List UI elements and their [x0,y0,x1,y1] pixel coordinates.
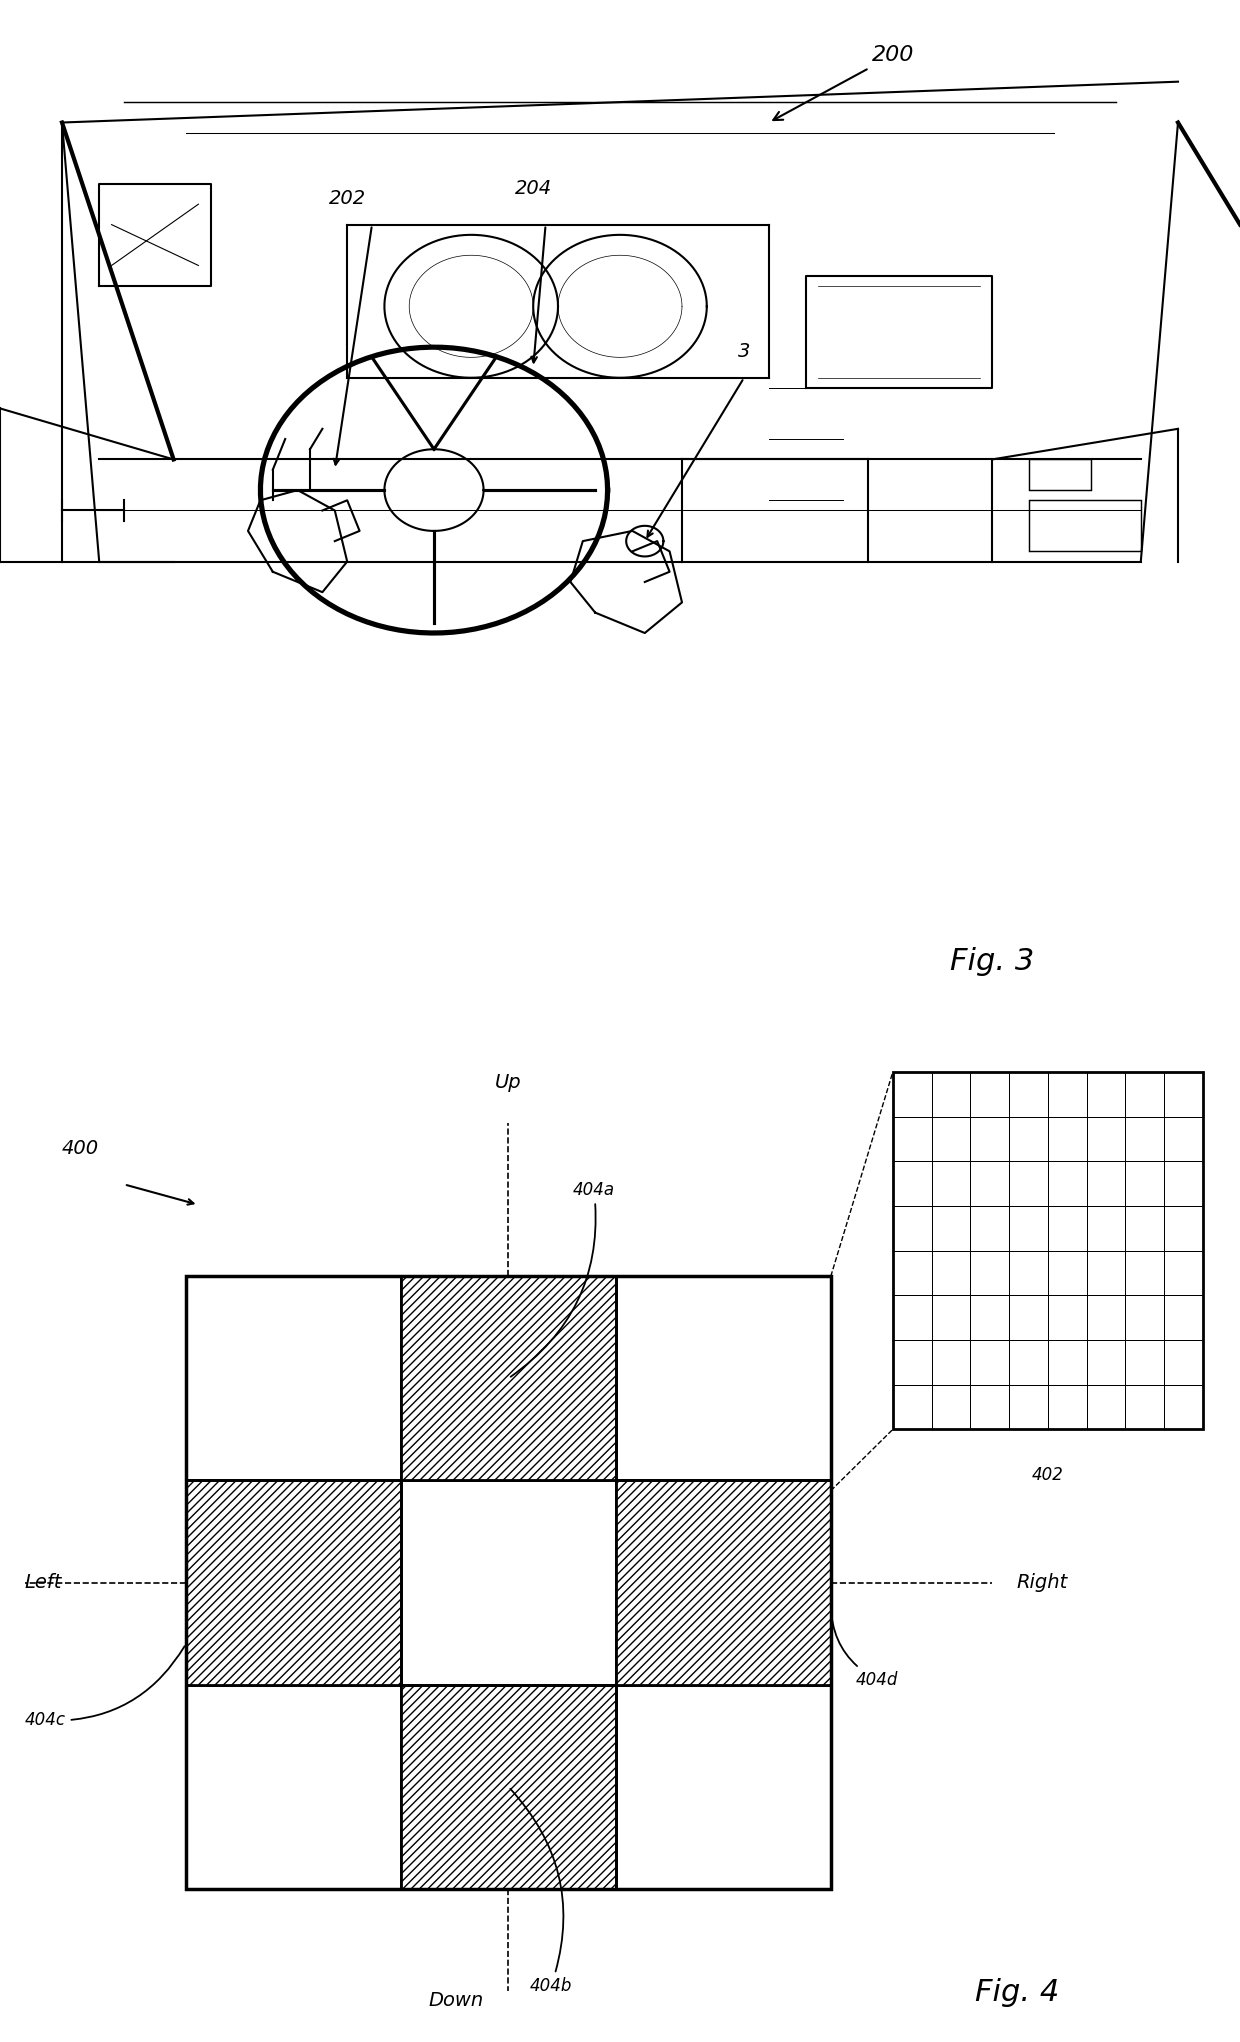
Bar [1009,1162,1048,1207]
Bar [1086,1072,1126,1117]
Bar [893,1072,1203,1429]
Bar [893,1340,931,1384]
Bar [1086,1117,1126,1162]
Bar [1009,1117,1048,1162]
Bar [1009,1072,1048,1117]
Text: Left: Left [25,1572,62,1593]
Bar [1164,1384,1203,1429]
Bar [893,1117,931,1162]
Text: 200: 200 [774,45,914,120]
Bar [1086,1384,1126,1429]
Bar [1086,1340,1126,1384]
Text: Down: Down [428,1991,484,2009]
Bar [931,1295,970,1340]
Bar [1126,1207,1164,1250]
Bar [931,1250,970,1295]
Bar [1086,1295,1126,1340]
Bar [1126,1117,1164,1162]
Bar [1164,1295,1203,1340]
Text: Fig. 4: Fig. 4 [975,1979,1059,2007]
Bar [401,1480,616,1685]
Bar [1126,1250,1164,1295]
Bar [401,1685,616,1889]
Bar [970,1295,1009,1340]
Bar [931,1162,970,1207]
Bar [1048,1250,1086,1295]
Bar [1126,1162,1164,1207]
Bar [401,1276,616,1480]
Bar [931,1117,970,1162]
Bar [970,1340,1009,1384]
Bar [1009,1340,1048,1384]
Bar [1048,1162,1086,1207]
Text: Fig. 3: Fig. 3 [950,947,1034,976]
Bar [616,1276,831,1480]
Bar [1164,1162,1203,1207]
Bar [1009,1295,1048,1340]
Bar [970,1250,1009,1295]
Bar [1126,1295,1164,1340]
Bar [1164,1250,1203,1295]
Bar [1086,1207,1126,1250]
Bar [1029,500,1141,551]
Bar [1048,1117,1086,1162]
Bar [970,1207,1009,1250]
Text: 400: 400 [62,1139,99,1158]
Bar [931,1207,970,1250]
Bar [893,1250,931,1295]
Bar [1164,1117,1203,1162]
Bar [1164,1340,1203,1384]
Text: 202: 202 [329,190,366,208]
Text: 404c: 404c [25,1646,185,1730]
Bar [1048,1072,1086,1117]
Bar [1126,1384,1164,1429]
Bar [186,1685,401,1889]
Bar [1029,459,1091,490]
Bar [931,1384,970,1429]
Bar [616,1685,831,1889]
Bar [970,1384,1009,1429]
Bar [1009,1207,1048,1250]
Text: 404d: 404d [831,1605,898,1689]
Bar [893,1384,931,1429]
Bar [893,1162,931,1207]
Text: 3: 3 [738,343,750,361]
Text: 404b: 404b [511,1789,573,1995]
Bar [186,1276,831,1889]
Text: 204: 204 [515,180,552,198]
Bar [970,1162,1009,1207]
Bar [1048,1384,1086,1429]
Text: Up: Up [495,1074,522,1092]
Bar [186,1276,401,1480]
Bar [1009,1384,1048,1429]
Bar [1126,1072,1164,1117]
Bar [970,1072,1009,1117]
Bar [1164,1207,1203,1250]
Bar [1126,1340,1164,1384]
Bar [186,1480,401,1685]
Bar [1048,1295,1086,1340]
Bar [616,1480,831,1685]
Bar [1086,1250,1126,1295]
Bar [893,1072,931,1117]
Bar [1009,1250,1048,1295]
Bar [893,1295,931,1340]
Text: 404a: 404a [511,1180,615,1376]
Bar [893,1207,931,1250]
Bar [1048,1340,1086,1384]
Bar [970,1117,1009,1162]
Text: 402: 402 [1032,1466,1064,1485]
Text: Right: Right [1017,1572,1068,1593]
Bar [1086,1162,1126,1207]
Bar [1164,1072,1203,1117]
Bar [931,1340,970,1384]
Bar [931,1072,970,1117]
Bar [1048,1207,1086,1250]
